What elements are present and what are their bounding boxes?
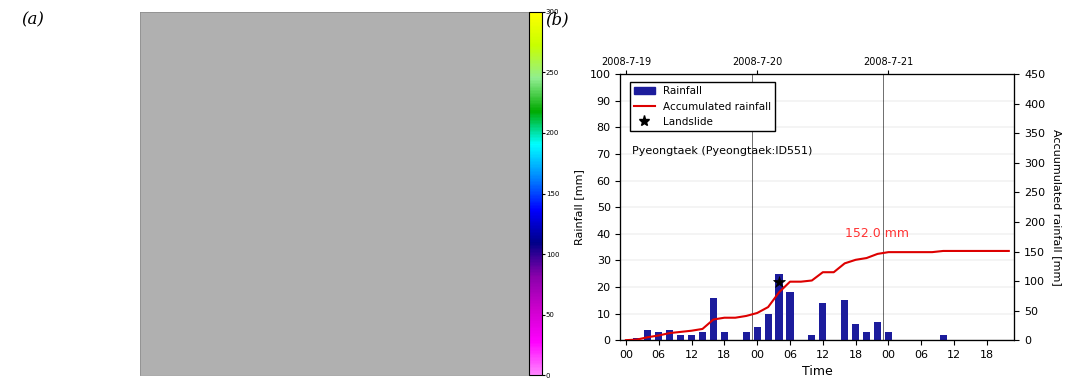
Bar	[776, 274, 782, 340]
Bar	[699, 332, 706, 340]
Bar	[863, 332, 870, 340]
Text: 152.0 mm: 152.0 mm	[845, 227, 909, 240]
Bar	[842, 300, 848, 340]
Text: (b): (b)	[545, 12, 569, 29]
Bar	[753, 327, 761, 340]
Y-axis label: Rainfall [mm]: Rainfall [mm]	[574, 169, 584, 245]
Bar	[710, 298, 716, 340]
Bar	[885, 332, 892, 340]
Bar	[655, 332, 663, 340]
Y-axis label: Accuumulated rainfall [mm]: Accuumulated rainfall [mm]	[1052, 129, 1062, 285]
Bar	[787, 292, 793, 340]
Legend: Rainfall, Accumulated rainfall, Landslide: Rainfall, Accumulated rainfall, Landslid…	[629, 82, 775, 131]
Bar	[666, 330, 673, 340]
Bar	[742, 332, 750, 340]
Bar	[819, 303, 827, 340]
Bar	[940, 335, 946, 340]
Text: (a): (a)	[22, 12, 44, 29]
Bar	[852, 324, 859, 340]
Bar	[688, 335, 695, 340]
Bar	[677, 335, 684, 340]
Bar	[721, 332, 728, 340]
Bar	[644, 330, 652, 340]
Text: Pyeongtaek (Pyeongtaek:ID551): Pyeongtaek (Pyeongtaek:ID551)	[632, 146, 812, 156]
Bar	[874, 321, 882, 340]
Bar	[808, 335, 816, 340]
Bar	[633, 337, 641, 340]
Bar	[765, 314, 771, 340]
X-axis label: Time: Time	[802, 366, 833, 378]
